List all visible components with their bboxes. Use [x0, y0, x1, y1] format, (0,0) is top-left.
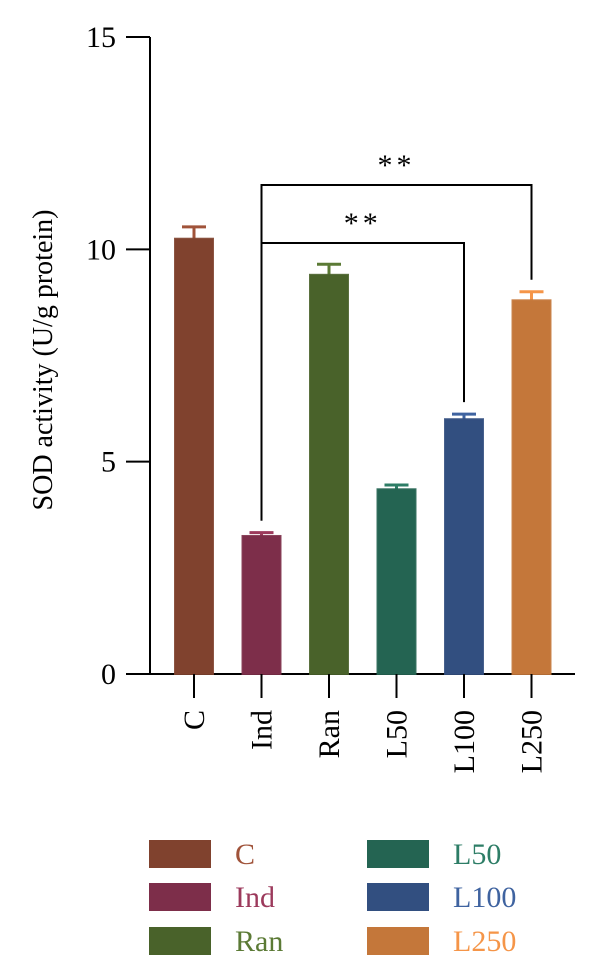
bar-ran	[309, 273, 349, 675]
legend-label: Ind	[235, 881, 275, 914]
bar-c	[174, 237, 214, 675]
x-tick-label: L100	[448, 710, 481, 773]
significance-brackets: ** **	[260, 149, 533, 521]
legend-label: L250	[453, 925, 516, 958]
y-tick-label: 10	[86, 233, 116, 266]
y-tick-label: 5	[101, 446, 116, 479]
bar-l50	[376, 488, 417, 675]
y-tick-label: 0	[101, 658, 116, 691]
y-tick-label: 15	[86, 21, 116, 54]
significance-label: **	[344, 207, 382, 240]
legend-swatch	[367, 883, 429, 911]
bar-ind	[241, 534, 282, 675]
x-tick-label: C	[178, 710, 211, 730]
legend-swatch	[149, 927, 211, 955]
legend-label: L50	[453, 838, 501, 871]
x-tick-label: L250	[516, 710, 549, 773]
x-tick-label: Ran	[313, 710, 346, 758]
x-tick-label: Ind	[246, 710, 279, 750]
legend-label: C	[235, 838, 255, 871]
bar-l100	[444, 418, 484, 676]
y-axis-title: SOD activity (U/g protein)	[28, 210, 59, 511]
x-tick-label: L50	[381, 710, 414, 758]
legend-swatch	[149, 840, 211, 868]
legend-swatch	[367, 840, 429, 868]
legend: C Ind Ran L50 L100 L250	[149, 838, 516, 958]
legend-swatch	[367, 927, 429, 955]
significance-bracket	[260, 184, 533, 521]
legend-swatch	[149, 883, 211, 911]
legend-label: L100	[453, 881, 516, 914]
significance-label: **	[378, 149, 416, 182]
significance-bracket	[260, 242, 465, 521]
chart-axes: 0 5 10 15	[86, 21, 575, 691]
bar-l250	[511, 299, 552, 675]
bars-group: C Ind Ran L50 L100 L250	[174, 225, 552, 773]
legend-label: Ran	[235, 925, 283, 958]
